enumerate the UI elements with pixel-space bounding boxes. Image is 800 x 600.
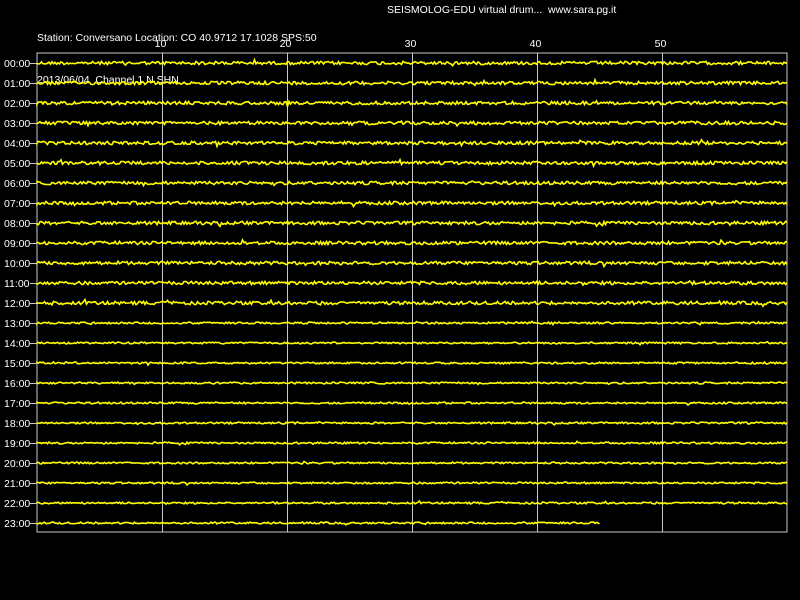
- trace-02:00: [36, 99, 788, 109]
- trace-08:00: [36, 219, 788, 228]
- trace-09:00: [36, 238, 788, 247]
- x-tick-label: 10: [155, 38, 167, 50]
- trace-23:00: [36, 520, 600, 526]
- app-banner: SEISMOLOG-EDU virtual drum... www.sara.p…: [387, 4, 617, 16]
- row-label: 22:00: [4, 498, 30, 510]
- x-tick-label: 50: [655, 38, 667, 50]
- x-tick-label: 40: [530, 38, 542, 50]
- trace-12:00: [36, 297, 788, 308]
- row-label: 01:00: [4, 78, 30, 90]
- x-tick-label: 20: [280, 38, 292, 50]
- trace-04:00: [36, 138, 788, 149]
- row-label: 02:00: [4, 98, 30, 110]
- row-label: 07:00: [4, 198, 30, 210]
- trace-21:00: [36, 480, 788, 487]
- trace-01:00: [36, 77, 788, 87]
- row-label: 03:00: [4, 118, 30, 130]
- trace-07:00: [36, 199, 788, 208]
- row-label: 12:00: [4, 298, 30, 310]
- row-label: 10:00: [4, 258, 30, 270]
- trace-20:00: [36, 460, 788, 466]
- trace-11:00: [36, 279, 788, 287]
- trace-06:00: [36, 179, 788, 188]
- row-label: 09:00: [4, 238, 30, 250]
- row-label: 19:00: [4, 438, 30, 450]
- row-label: 06:00: [4, 178, 30, 190]
- row-label: 14:00: [4, 338, 30, 350]
- trace-16:00: [36, 381, 788, 386]
- trace-14:00: [36, 340, 788, 346]
- row-label: 15:00: [4, 358, 30, 370]
- trace-13:00: [36, 320, 788, 327]
- row-label: 16:00: [4, 378, 30, 390]
- trace-00:00: [36, 57, 788, 67]
- trace-19:00: [36, 440, 788, 446]
- row-label: 08:00: [4, 218, 30, 230]
- row-label: 00:00: [4, 58, 30, 70]
- trace-03:00: [36, 119, 788, 128]
- row-label: 17:00: [4, 398, 30, 410]
- trace-17:00: [36, 400, 788, 407]
- x-tick-label: 30: [405, 38, 417, 50]
- trace-15:00: [36, 360, 788, 367]
- row-label: 11:00: [4, 278, 30, 290]
- row-label: 05:00: [4, 158, 30, 170]
- trace-10:00: [36, 259, 788, 269]
- trace-05:00: [36, 157, 788, 168]
- trace-18:00: [36, 420, 788, 426]
- trace-22:00: [36, 499, 788, 506]
- row-label: 21:00: [4, 478, 30, 490]
- row-label: 20:00: [4, 458, 30, 470]
- row-label: 13:00: [4, 318, 30, 330]
- row-label: 04:00: [4, 138, 30, 150]
- station-line: Station: Conversano Location: CO 40.9712…: [37, 32, 317, 44]
- row-label: 18:00: [4, 418, 30, 430]
- row-label: 23:00: [4, 518, 30, 530]
